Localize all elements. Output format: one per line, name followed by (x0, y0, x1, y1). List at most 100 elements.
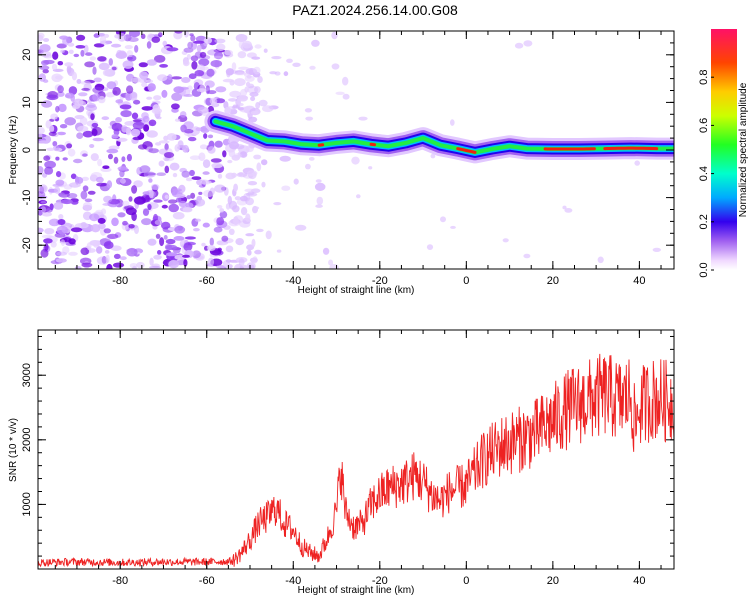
noise-blob (38, 140, 50, 144)
noise-blob (137, 144, 148, 150)
noise-blob (237, 102, 244, 107)
noise-blob (246, 74, 252, 79)
x-tick-label: -60 (199, 575, 215, 587)
noise-blob (84, 198, 93, 203)
y-tick-label: 3000 (21, 363, 33, 387)
noise-blob (652, 247, 661, 252)
x-tick-label: -80 (112, 575, 128, 587)
noise-blob (84, 61, 95, 68)
noise-blob (89, 56, 97, 61)
noise-blob (214, 184, 226, 193)
noise-blob (184, 236, 196, 240)
noise-blob (175, 193, 186, 199)
noise-blob (247, 181, 258, 186)
noise-blob (158, 140, 170, 144)
noise-blob (206, 68, 215, 77)
noise-blob (221, 235, 229, 242)
noise-blob (227, 264, 233, 269)
noise-blob (183, 47, 194, 53)
noise-blob (58, 192, 70, 198)
snr-frame (37, 329, 675, 570)
noise-blob (100, 167, 112, 172)
noise-blob (40, 50, 52, 58)
noise-blob (240, 207, 248, 216)
noise-blob (138, 78, 148, 84)
noise-blob (234, 153, 242, 159)
noise-blob (187, 41, 194, 49)
noise-blob (180, 124, 187, 133)
x-tick-label: 0 (463, 275, 469, 287)
noise-blob (40, 206, 47, 213)
noise-blob (253, 154, 262, 160)
x-tick-label: -40 (285, 275, 301, 287)
noise-blob (99, 40, 112, 45)
noise-blob (187, 85, 193, 92)
noise-blob (227, 195, 232, 205)
noise-blob (102, 69, 111, 77)
noise-blob (199, 51, 207, 59)
noise-blob (254, 86, 261, 94)
x-tick-label: 40 (633, 275, 645, 287)
noise-blob (43, 238, 53, 244)
noise-blob (174, 31, 183, 34)
noise-blob (269, 71, 277, 75)
noise-blob (193, 228, 200, 232)
noise-blob (60, 49, 65, 54)
noise-blob (193, 40, 205, 44)
noise-blob (45, 120, 52, 129)
noise-blob (97, 56, 107, 62)
noise-blob (52, 51, 59, 60)
noise-blob (183, 242, 193, 252)
noise-blob (113, 253, 121, 259)
noise-blob (222, 78, 235, 83)
noise-blob (210, 158, 222, 163)
noise-blob (204, 37, 212, 44)
noise-blob (154, 220, 162, 225)
noise-blob (97, 158, 103, 167)
noise-blob (182, 144, 189, 153)
noise-blob (117, 212, 126, 218)
noise-blob (315, 179, 322, 183)
noise-blob (155, 233, 161, 239)
noise-blob (229, 90, 242, 98)
noise-blob (232, 205, 240, 213)
noise-blob (157, 250, 162, 255)
noise-blob (186, 195, 192, 200)
noise-blob (244, 188, 256, 193)
noise-blob (181, 77, 191, 83)
noise-blob (206, 245, 216, 251)
noise-blob (56, 251, 67, 256)
noise-blob (245, 145, 254, 153)
noise-blob (311, 39, 320, 47)
noise-blob (70, 93, 75, 102)
colorbar-label: Normalized spectral amplitude (738, 82, 749, 217)
noise-blob (213, 226, 223, 233)
noise-blob (96, 256, 109, 265)
noise-blob (133, 99, 141, 105)
noise-blob (231, 172, 237, 178)
noise-blob (265, 230, 272, 240)
noise-blob (141, 218, 152, 226)
noise-blob (356, 194, 361, 199)
noise-blob (235, 264, 241, 269)
noise-blob (57, 85, 64, 94)
noise-blob (173, 236, 185, 241)
noise-blob (203, 133, 208, 139)
noise-blob (92, 93, 100, 102)
noise-blob (564, 208, 573, 213)
noise-blob (164, 165, 170, 174)
noise-blob (66, 143, 73, 149)
noise-blob (228, 98, 238, 102)
noise-blob (61, 199, 73, 205)
noise-blob (245, 233, 255, 237)
noise-blob (40, 248, 49, 258)
noise-blob (149, 265, 161, 269)
noise-blob (147, 203, 152, 211)
noise-blob (233, 183, 239, 192)
noise-blob (191, 176, 202, 181)
colorbar: 0.0 0.2 0.4 0.6 0.8 Normalized spectral ampl… (698, 29, 749, 278)
noise-blob (54, 186, 61, 194)
noise-blob (68, 238, 76, 245)
y-tick-label: 20 (21, 49, 33, 61)
noise-blob (92, 66, 97, 75)
